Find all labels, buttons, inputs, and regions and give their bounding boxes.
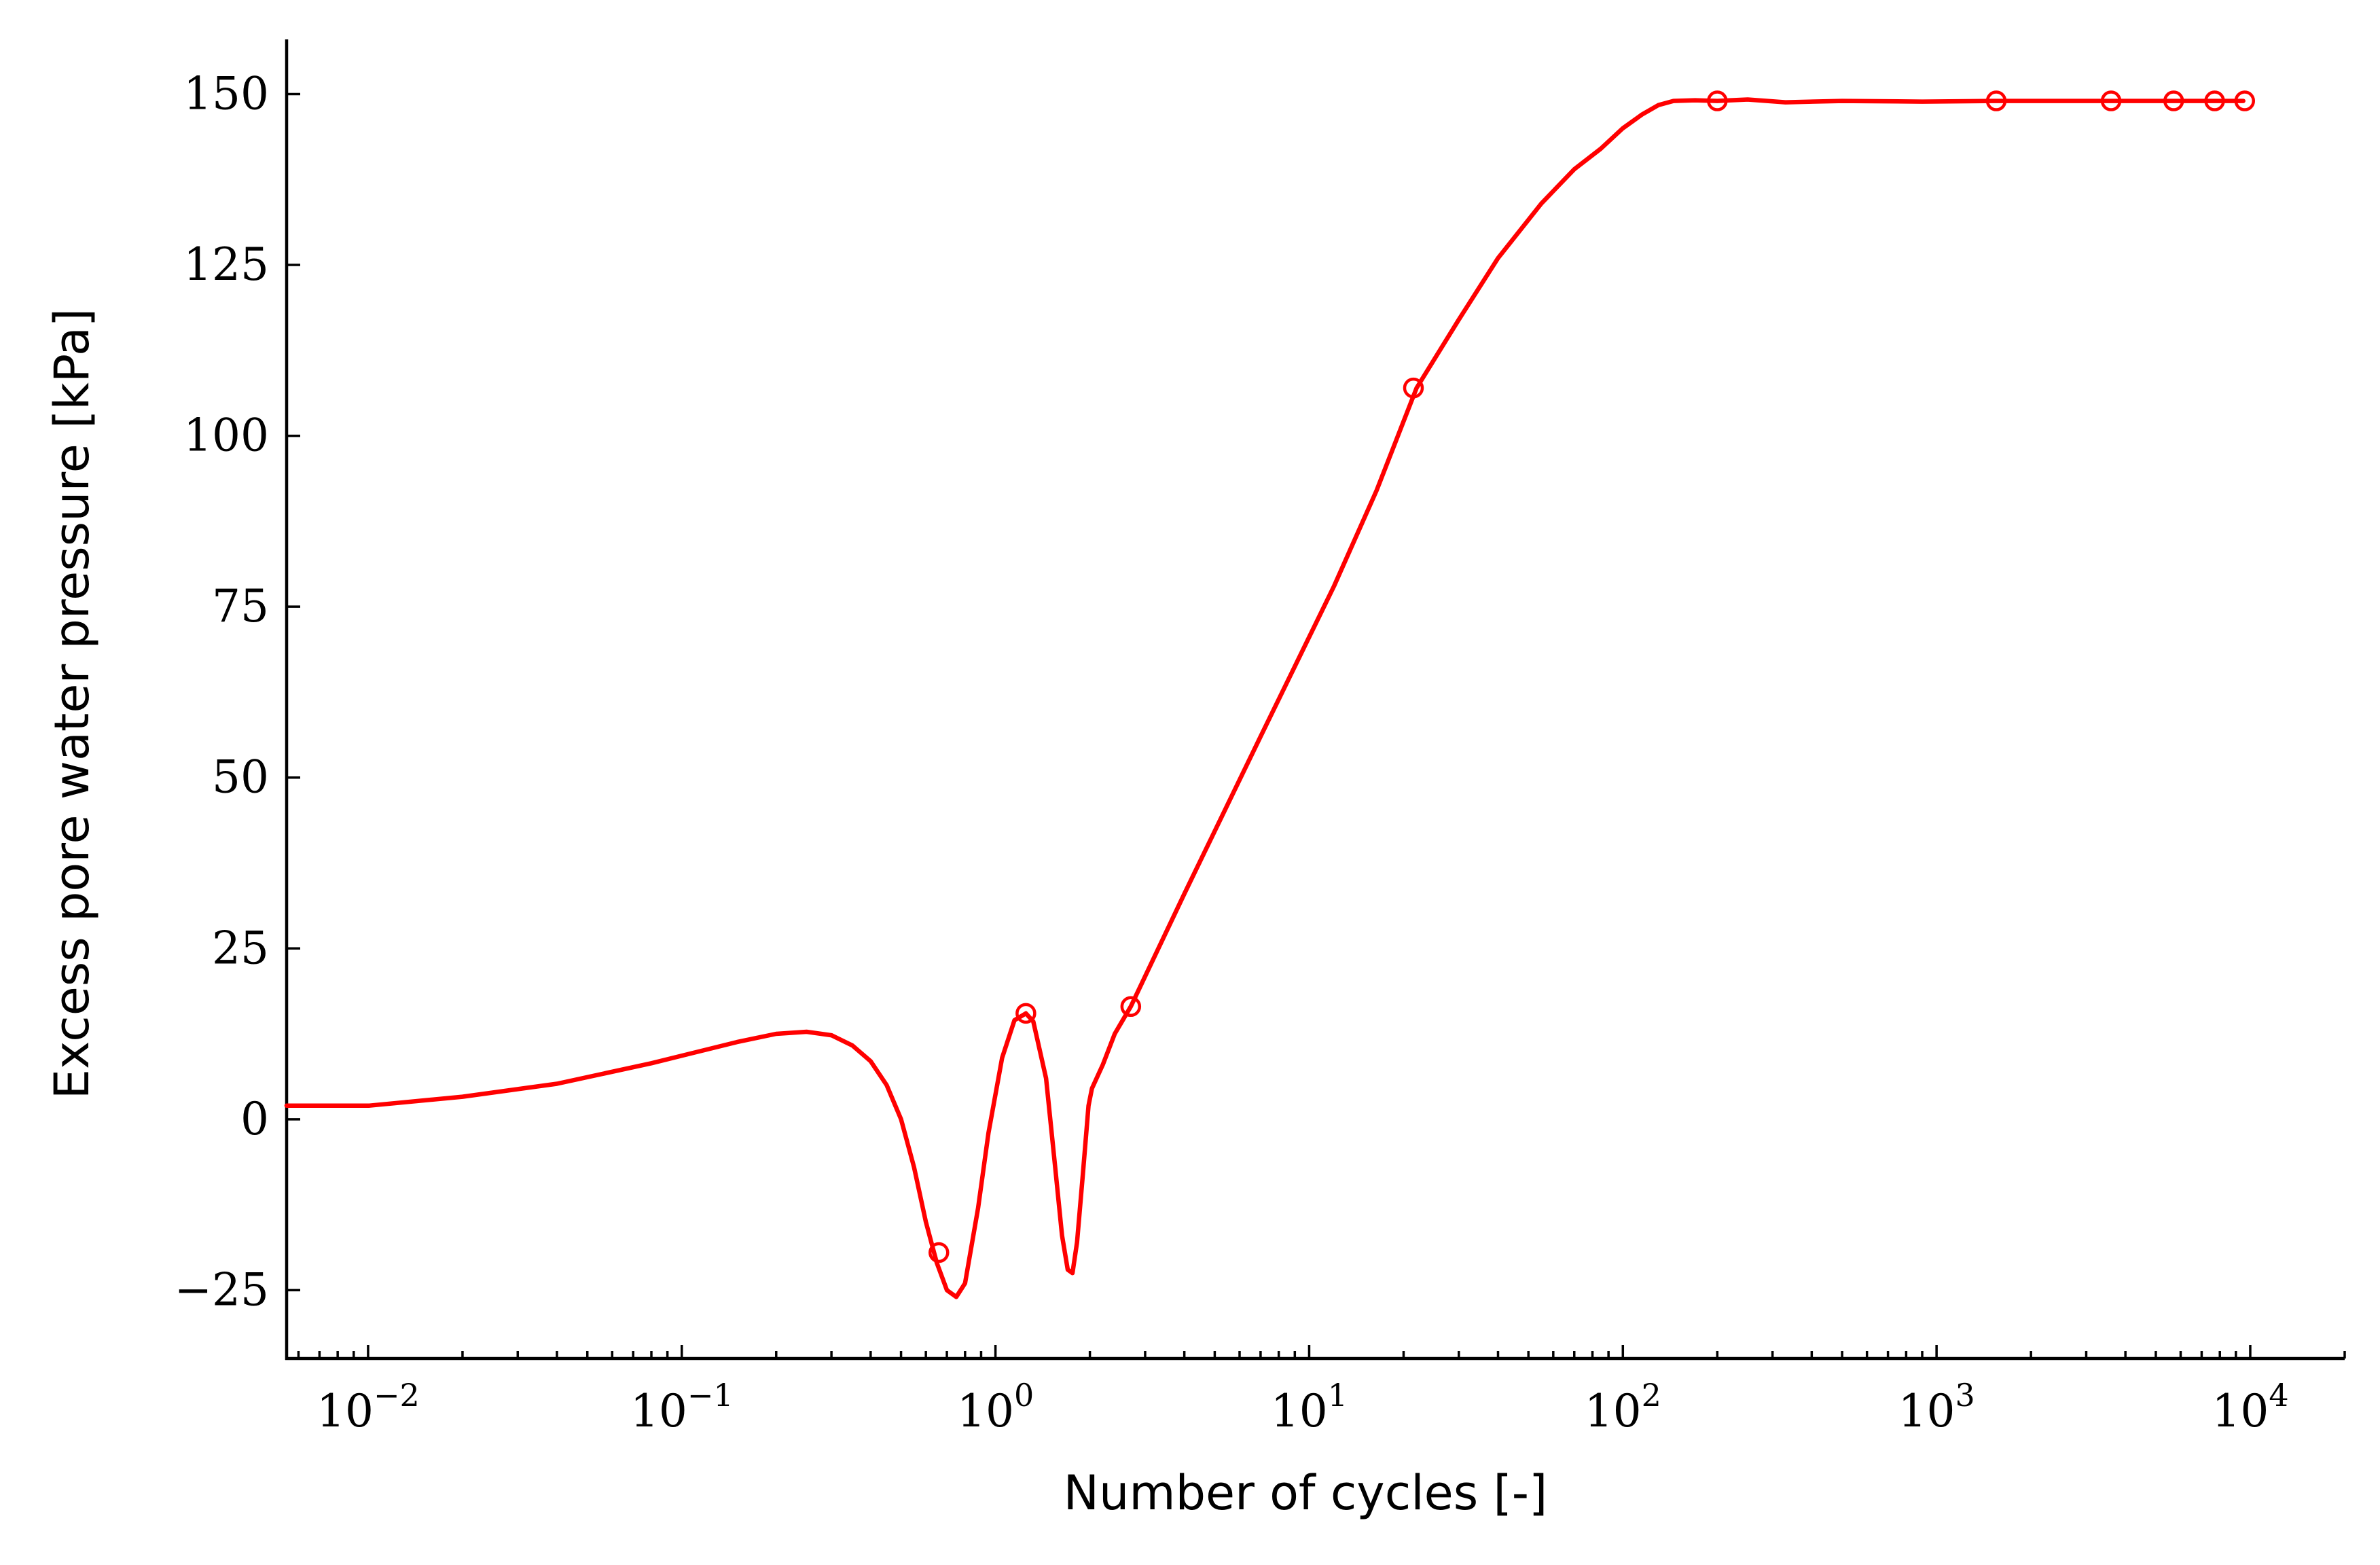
y-tick-label: 75: [212, 580, 269, 632]
x-axis-label: Number of cycles [-]: [1064, 1465, 1548, 1521]
x-tick-label: 101: [1271, 1377, 1348, 1437]
x-tick-label: 103: [1898, 1377, 1975, 1437]
x-tick-label: 10−1: [630, 1377, 734, 1437]
series-marker: [1403, 377, 1424, 399]
y-tick-label: −25: [175, 1263, 269, 1316]
y-tick-label: 25: [212, 922, 269, 974]
y-tick-label: 125: [183, 238, 269, 291]
series-marker: [1015, 1003, 1036, 1024]
y-axis-label: Excess pore water pressure [kPa]: [44, 308, 100, 1099]
x-ticks: 10−2 10−1 100 101 102 103 104: [297, 1345, 2346, 1437]
series-marker: [1120, 996, 1142, 1018]
y-tick-label: 150: [183, 67, 269, 120]
series-marker: [2163, 90, 2184, 111]
y-tick-label: 0: [240, 1093, 269, 1145]
series-marker: [2204, 90, 2225, 111]
y-tick-label: 100: [183, 410, 269, 462]
plot-area: [284, 90, 2256, 1299]
series-marker: [1985, 90, 2007, 111]
x-tick-label: 104: [2212, 1377, 2288, 1437]
y-ticks: 150 125 100 75 50 25 0 −25: [175, 67, 300, 1316]
x-tick-label: 102: [1585, 1377, 1661, 1437]
series-marker: [2100, 90, 2122, 111]
series-marker: [1707, 90, 1728, 111]
series-marker: [928, 1242, 950, 1263]
axes: [285, 39, 2345, 1361]
y-tick-label: 50: [212, 751, 269, 804]
series-line: [284, 97, 2246, 1299]
x-tick-label: 100: [957, 1377, 1034, 1437]
series-marker: [2234, 90, 2256, 111]
x-tick-label: 10−2: [317, 1377, 420, 1437]
